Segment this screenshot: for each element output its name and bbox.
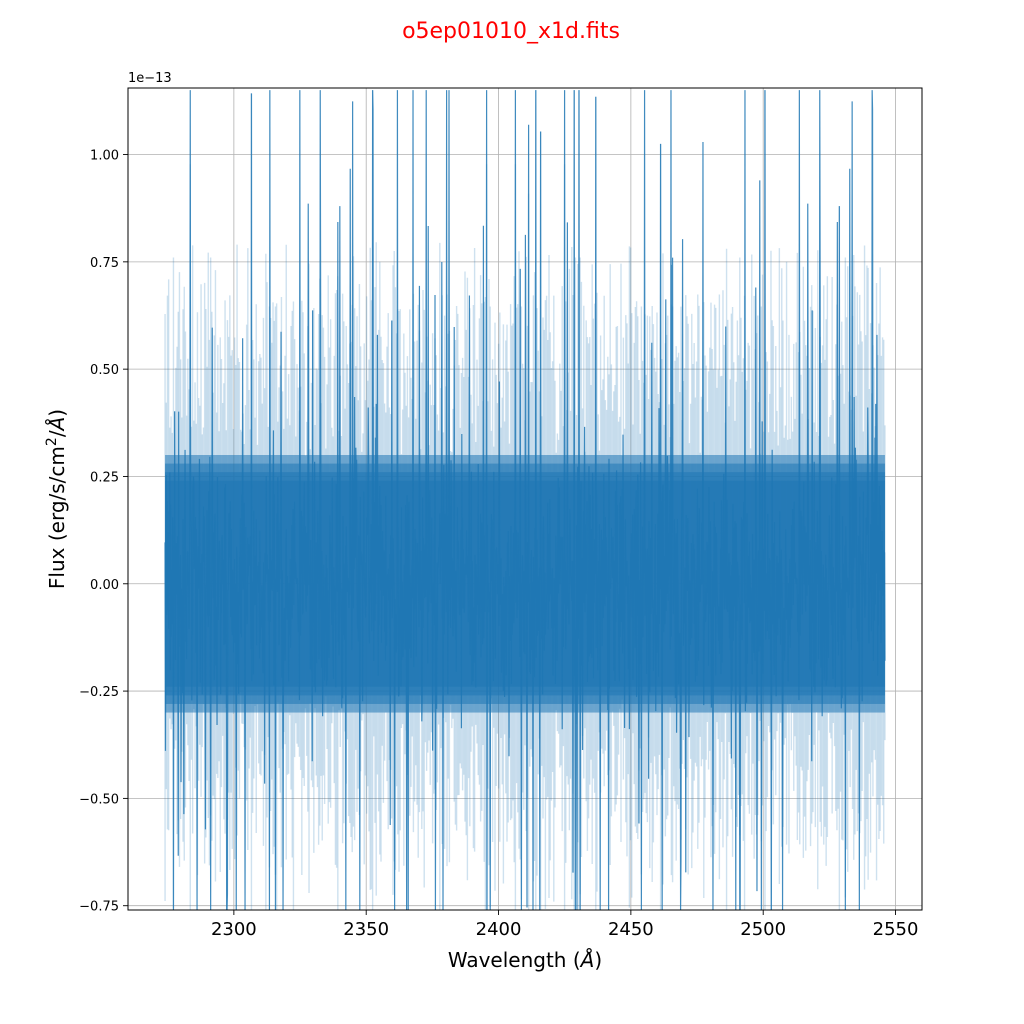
y-tick-label: 0.00 bbox=[90, 578, 119, 593]
y-axis-ticks: −0.75 −0.50 −0.25 0.00 0.25 0.50 0.75 1.00 bbox=[79, 149, 128, 915]
x-axis-label-close: ) bbox=[594, 948, 602, 972]
plot-frame bbox=[127, 87, 923, 911]
y-tick-label: −0.75 bbox=[79, 900, 119, 915]
x-tick-label: 2300 bbox=[211, 919, 257, 940]
x-tick-label: 2450 bbox=[608, 919, 654, 940]
x-tick-label: 2550 bbox=[873, 919, 919, 940]
y-axis-label-close: ) bbox=[45, 409, 69, 417]
x-axis-label: Wavelength (Å) bbox=[448, 948, 602, 972]
x-tick-label: 2500 bbox=[740, 919, 786, 940]
x-tick-label: 2350 bbox=[343, 919, 389, 940]
chart-title: o5ep01010_x1d.fits bbox=[402, 19, 620, 44]
x-tick-label: 2400 bbox=[476, 919, 522, 940]
x-axis-ticks: 2300 2350 2400 2450 2500 2550 bbox=[211, 910, 918, 940]
y-tick-label: −0.25 bbox=[79, 685, 119, 700]
y-offset-label: 1e−13 bbox=[128, 71, 172, 86]
y-axis-label-unit: Å bbox=[45, 417, 69, 433]
x-axis-label-unit: Å bbox=[579, 948, 595, 972]
flux-series bbox=[164, 90, 886, 910]
y-axis-label-main: Flux (erg/s/cm bbox=[45, 446, 69, 589]
flux-line bbox=[164, 90, 886, 910]
y-axis-label: Flux (erg/s/cm2/Å) bbox=[44, 409, 69, 589]
y-tick-label: 0.50 bbox=[90, 363, 119, 378]
y-axis-label-tail: / bbox=[45, 430, 69, 437]
y-tick-label: 0.25 bbox=[90, 470, 119, 485]
y-tick-label: −0.50 bbox=[79, 792, 119, 807]
y-tick-label: 1.00 bbox=[90, 149, 119, 164]
y-tick-label: 0.75 bbox=[90, 256, 119, 271]
y-axis-label-sup: 2 bbox=[44, 437, 60, 446]
x-axis-label-main: Wavelength ( bbox=[448, 948, 581, 972]
